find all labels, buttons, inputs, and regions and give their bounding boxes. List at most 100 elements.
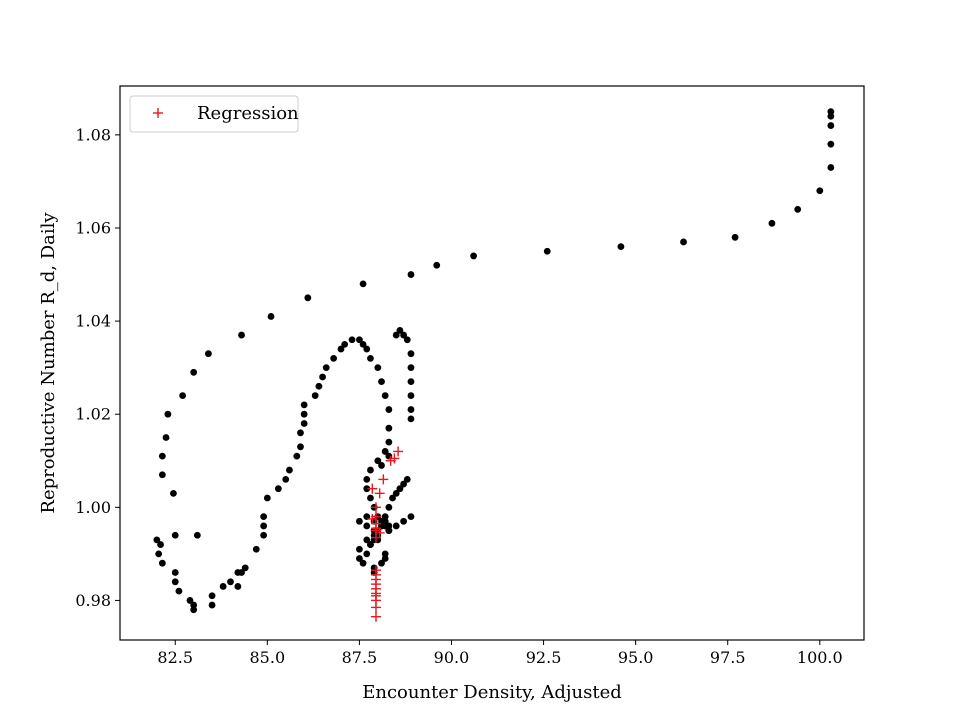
data-point: [297, 443, 304, 451]
y-tick-label: 1.02: [75, 405, 111, 424]
data-point: [403, 475, 411, 483]
data-point: [293, 452, 301, 460]
regression-point: [367, 513, 378, 524]
data-point: [300, 410, 308, 418]
legend-marker-plus: [153, 108, 163, 118]
data-point: [348, 336, 356, 344]
data-point: [407, 271, 415, 278]
data-point: [378, 559, 385, 567]
y-tick-label: 1.08: [75, 125, 111, 144]
data-point: [337, 345, 345, 353]
data-point: [827, 140, 835, 148]
data-point: [274, 485, 282, 493]
x-tick-label: 100.0: [797, 648, 843, 667]
data-point: [794, 205, 802, 213]
data-point: [363, 550, 371, 558]
data-point: [407, 350, 415, 358]
data-point: [385, 503, 393, 511]
data-point: [385, 406, 393, 413]
data-point: [381, 392, 389, 399]
regression-point: [370, 611, 381, 622]
data-point: [363, 522, 371, 530]
x-tick-label: 95.0: [618, 648, 654, 667]
data-point: [617, 243, 625, 251]
data-point: [155, 550, 163, 558]
data-point: [378, 378, 385, 386]
legend-plus-marker: [153, 108, 163, 118]
x-axis-label: Encounter Density, Adjusted: [362, 682, 622, 703]
data-point: [363, 345, 371, 353]
data-point: [381, 513, 389, 521]
data-point: [470, 252, 477, 260]
plot-background: [120, 86, 864, 640]
data-point: [300, 420, 308, 427]
data-point: [400, 480, 408, 488]
data-point: [193, 531, 201, 539]
data-point: [267, 313, 275, 320]
data-point: [816, 187, 824, 195]
data-point: [238, 331, 245, 339]
data-point: [381, 448, 389, 455]
data-point: [227, 578, 234, 586]
data-point: [392, 522, 400, 530]
data-point: [768, 219, 776, 227]
data-point: [396, 327, 404, 334]
data-point: [162, 434, 170, 441]
x-axis: 82.5 85.0 87.5 90.0 92.5 95.0 97.5 100.0: [157, 640, 843, 667]
data-point: [407, 378, 415, 386]
data-point: [356, 545, 363, 553]
data-point: [263, 494, 271, 502]
data-point: [219, 583, 227, 590]
data-point: [827, 164, 835, 171]
y-axis: 0.98 1.00 1.02 1.04 1.06 1.08: [75, 125, 120, 610]
data-point: [157, 541, 164, 548]
data-point: [190, 368, 198, 376]
data-point: [381, 517, 389, 525]
plot-frame: [119, 85, 865, 641]
x-tick-label: 85.0: [250, 648, 286, 667]
data-point: [319, 373, 326, 381]
data-point: [297, 429, 304, 437]
y-tick-label: 0.98: [75, 591, 111, 610]
data-point: [286, 466, 293, 474]
legend: Regression: [129, 95, 299, 133]
data-point: [208, 592, 216, 600]
x-tick-label: 92.5: [526, 648, 562, 667]
data-point: [363, 475, 371, 483]
data-point: [731, 233, 739, 241]
data-point: [260, 513, 268, 521]
data-point: [359, 340, 367, 348]
data-point: [356, 336, 363, 344]
data-point: [396, 485, 404, 493]
data-point: [367, 541, 374, 548]
data-point: [171, 578, 179, 586]
data-point: [260, 531, 268, 539]
data-point: [190, 606, 198, 614]
data-point: [385, 424, 393, 432]
data-point: [158, 471, 166, 479]
data-point: [315, 382, 323, 390]
data-point: [171, 531, 179, 539]
data-point: [827, 108, 835, 116]
data-point: [190, 601, 198, 609]
data-point: [171, 569, 179, 576]
data-point: [158, 452, 166, 460]
x-tick-label: 90.0: [434, 648, 470, 667]
regression-point: [367, 483, 378, 494]
data-point: [367, 466, 374, 474]
data-point: [304, 294, 312, 302]
data-point: [311, 392, 319, 399]
data-point: [381, 550, 389, 558]
data-point: [186, 597, 194, 604]
data-point: [407, 513, 415, 521]
data-point: [407, 406, 415, 413]
data-point: [241, 564, 249, 572]
regression-point: [378, 474, 389, 485]
data-point: [407, 415, 415, 423]
regression-point: [389, 453, 400, 464]
data-point: [341, 340, 349, 348]
data-point: [208, 601, 216, 609]
data-point: [374, 364, 382, 372]
data-point: [400, 331, 408, 339]
data-point: [356, 555, 363, 562]
